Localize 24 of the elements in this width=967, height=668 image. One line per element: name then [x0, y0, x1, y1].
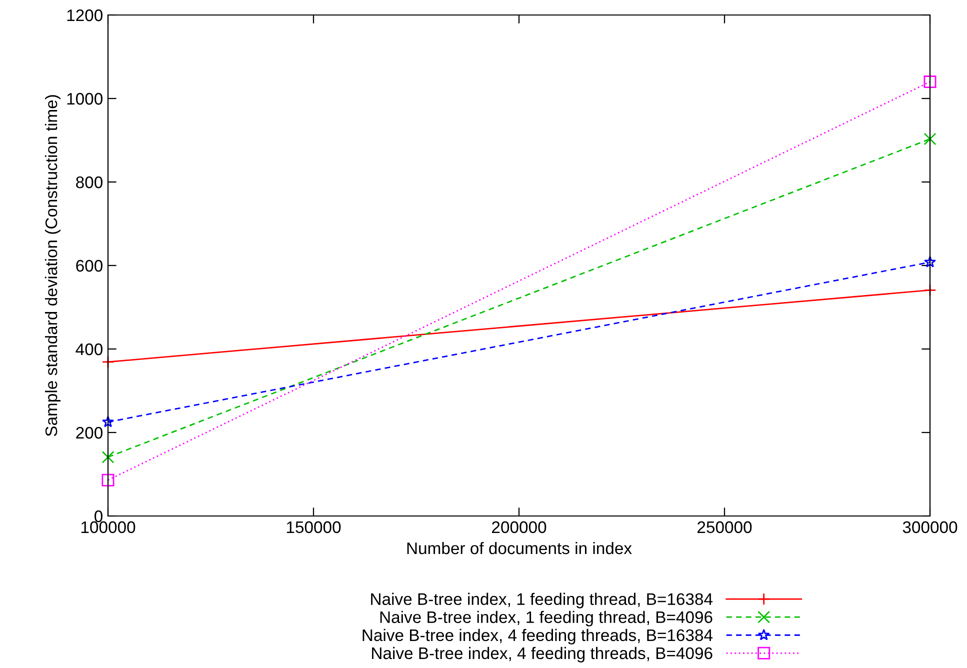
legend-label: Naive B-tree index, 1 feeding thread, B=16384	[371, 592, 713, 608]
y-tick-label: 1000	[67, 92, 102, 105]
point	[102, 416, 114, 428]
point	[924, 76, 936, 88]
legend-label: Naive B-tree index, 4 feeding threads, B=4096	[372, 646, 712, 662]
x-tick-label: 200000	[492, 521, 546, 534]
y-tick-label: 1200	[67, 9, 102, 22]
y-tick-label: 800	[76, 176, 102, 188]
x-tick-label: 100000	[81, 521, 136, 534]
y-tick-label: 600	[76, 260, 102, 272]
legend-label: Naive B-tree index, 1 feeding thread, B=4096	[380, 610, 712, 626]
y-tick-label: 200	[76, 426, 102, 439]
legend-label: Naive B-tree index, 4 feeding threads, B=16384	[362, 628, 713, 644]
point	[924, 132, 936, 146]
x-tick-label: 250000	[698, 521, 752, 534]
point	[102, 474, 114, 486]
x-axis-title: Number of documents in index	[407, 542, 632, 554]
y-axis-title: Sample standard deviation (Construction time)	[44, 95, 61, 436]
y-tick-label: 0	[94, 510, 102, 522]
x-tick-label: 300000	[902, 521, 958, 534]
y-tick-label: 400	[76, 343, 102, 356]
point	[924, 256, 936, 268]
point	[102, 450, 114, 464]
x-tick-label: 150000	[286, 521, 341, 534]
